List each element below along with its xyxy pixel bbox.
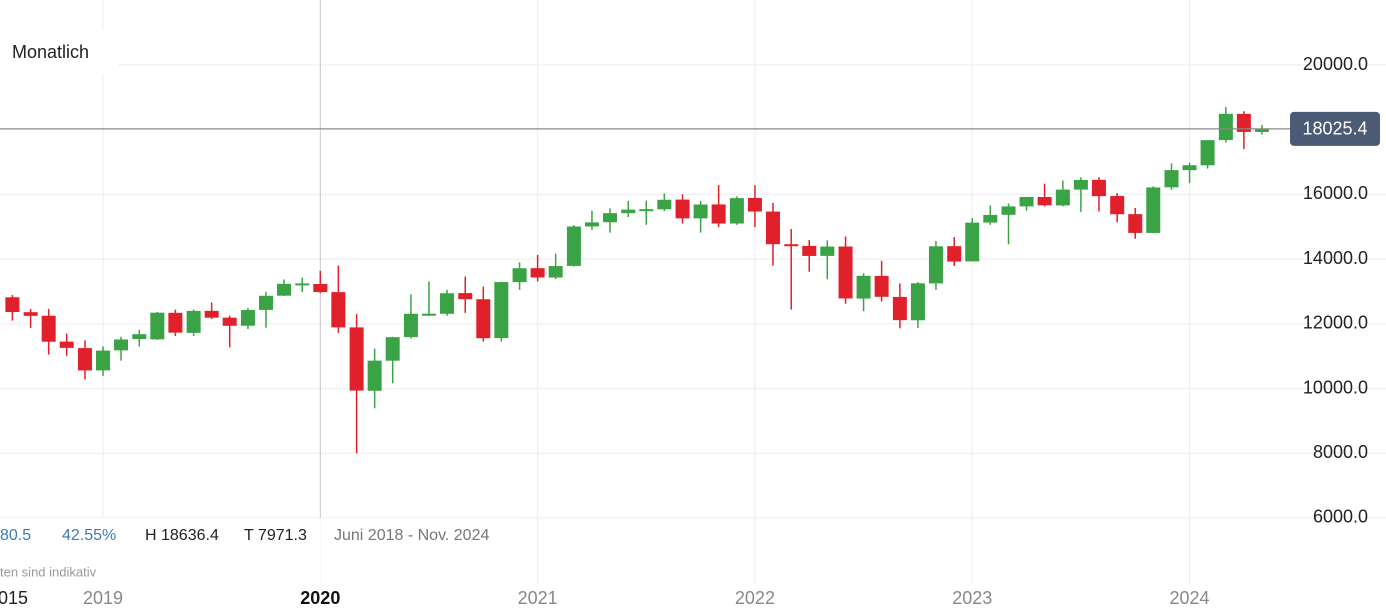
candle-body [204, 310, 219, 318]
candle-body [96, 350, 111, 371]
candle-body [458, 293, 473, 300]
candle-body [639, 209, 654, 212]
candle-body [1110, 196, 1125, 215]
y-tick-label: 12000.0 [1303, 313, 1368, 333]
candle-body [331, 292, 346, 328]
candle-body [440, 293, 455, 314]
candle-body [711, 204, 726, 224]
x-tick-label: 2021 [518, 588, 558, 608]
candle-body [367, 360, 382, 391]
candle-body [856, 275, 871, 299]
candle-body [621, 209, 636, 214]
candle-body [675, 199, 690, 219]
stat-change-pct: 42.55% [62, 527, 116, 544]
last-price-label: 18025.4 [1302, 119, 1367, 139]
candle-body [1146, 187, 1161, 233]
candle-body [385, 337, 400, 361]
candle-body [258, 295, 273, 310]
candle-body [240, 309, 255, 326]
candle-body [277, 283, 292, 296]
y-tick-label: 14000.0 [1303, 248, 1368, 268]
y-tick-label: 8000.0 [1313, 442, 1368, 462]
candle-body [1037, 197, 1052, 206]
y-tick-label: 10000.0 [1303, 377, 1368, 397]
x-tick-label: 2022 [735, 588, 775, 608]
candle-body [784, 244, 799, 247]
candle-body [150, 312, 165, 340]
y-tick-label: 6000.0 [1313, 507, 1368, 527]
candle-body [1091, 179, 1106, 197]
candle-body [874, 275, 889, 297]
stats-box [0, 518, 520, 584]
candle-body [729, 198, 744, 224]
candle-body [41, 315, 56, 342]
candle-body [548, 266, 563, 278]
period-label[interactable]: Monatlich [12, 42, 89, 62]
candle-body [186, 310, 201, 333]
candle-body [5, 297, 20, 313]
candle-body [928, 246, 943, 284]
candle-body [494, 282, 509, 339]
stat-high: H 18636.4 [145, 527, 219, 544]
candle-body [965, 222, 980, 262]
candle-body [1236, 113, 1251, 132]
candle-body [530, 268, 545, 278]
x-tick-label: 2024 [1170, 588, 1210, 608]
candle-body [23, 312, 38, 316]
candle-body [892, 296, 907, 321]
candles [5, 107, 1269, 454]
candle-body [59, 341, 74, 348]
candle-body [476, 299, 491, 339]
candle-body [114, 339, 129, 351]
x-tick-label: 2023 [952, 588, 992, 608]
candle-body [1001, 206, 1016, 215]
candle-body [1182, 165, 1197, 171]
candle-body [820, 246, 835, 256]
last-price-box [1290, 111, 1380, 146]
candle-body [602, 213, 617, 223]
candle-body [802, 245, 817, 256]
candle-body [765, 211, 780, 245]
candle-body [421, 313, 436, 316]
candle-body [313, 284, 328, 293]
candle-body [512, 268, 527, 283]
candle-body [168, 312, 183, 333]
candle-body [657, 199, 672, 210]
x-tick-label: 2019 [83, 588, 123, 608]
stat-change: 80.5 [0, 527, 31, 544]
candle-body [1055, 189, 1070, 206]
grid [0, 0, 1386, 584]
candle-body [693, 204, 708, 219]
candle-body [1073, 179, 1088, 190]
candle-body [983, 214, 998, 223]
candle-body [747, 197, 762, 212]
stat-low: T 7971.3 [244, 527, 307, 544]
x-tick-label: 2020 [300, 588, 340, 608]
candle-body [566, 226, 581, 266]
period-box [0, 30, 118, 74]
stat-note: ten sind indikativ [0, 564, 97, 579]
stat-range: Juni 2018 - Nov. 2024 [334, 527, 489, 544]
candle-body [77, 348, 92, 371]
candle-body [1200, 140, 1215, 166]
candle-body [947, 246, 962, 262]
candle-body [584, 222, 599, 227]
candle-body [838, 246, 853, 299]
candle-body [349, 327, 364, 391]
candle-body [1128, 214, 1143, 233]
candle-body [1019, 196, 1034, 207]
x-axis-fragment: 015 [0, 588, 28, 608]
candle-body [1254, 128, 1269, 132]
y-tick-label: 16000.0 [1303, 183, 1368, 203]
candle-body [132, 334, 147, 340]
y-tick-label: 20000.0 [1303, 54, 1368, 74]
candle-body [403, 313, 418, 338]
candle-body [222, 317, 237, 326]
candle-body [910, 283, 925, 321]
candle-body [1218, 113, 1233, 141]
candle-body [1164, 170, 1179, 188]
candle-body [295, 283, 310, 286]
